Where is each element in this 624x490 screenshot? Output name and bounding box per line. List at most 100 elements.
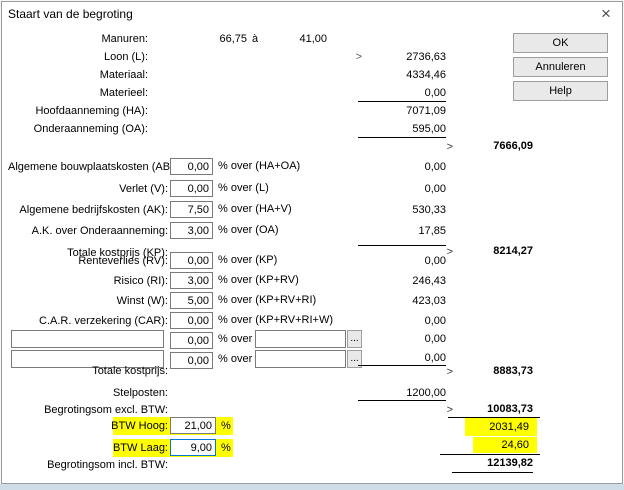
custom1-over-label: % over [218, 333, 253, 345]
renteverlies-pct-input[interactable] [170, 252, 213, 269]
sum-rule [358, 101, 446, 102]
manuren-rate: 41,00 [299, 33, 327, 45]
subtotal-arrow: > [446, 141, 453, 153]
abk-pct-input[interactable] [170, 158, 213, 175]
ak-pct-input[interactable] [170, 201, 213, 218]
btw-hoog-pct-input[interactable] [170, 417, 216, 434]
begrotingsom-excl-arrow: > [446, 404, 453, 416]
hoofdaanneming-value: 7071,09 [406, 105, 446, 117]
btw-laag-value: 24,60 [501, 439, 529, 451]
onderaanneming-label: Onderaanneming (OA): [33, 123, 148, 135]
abk-over-label: % over (HA+OA) [218, 160, 301, 172]
btw-laag-pct-input[interactable] [170, 439, 216, 456]
loon-arrow: > [355, 51, 362, 63]
verlet-over-label: % over (L) [218, 182, 269, 194]
materieel-label: Materieel: [99, 87, 148, 99]
materieel-value: 0,00 [424, 87, 446, 99]
sum-rule [358, 245, 446, 246]
winst-label: Winst (W): [116, 295, 168, 307]
abk-value: 0,00 [424, 161, 446, 173]
renteverlies-over-label: % over (KP) [218, 254, 278, 266]
begrotingsom-excl-value: 10083,73 [487, 403, 533, 415]
totale-kostprijs-arrow: > [446, 366, 453, 378]
risico-label: Risico (RI): [113, 275, 168, 287]
ak-over-label: % over (HA+V) [218, 203, 292, 215]
close-icon: × [601, 4, 611, 23]
custom2-name-input[interactable] [11, 350, 164, 368]
materiaal-value: 4334,46 [406, 69, 446, 81]
totale-kostprijs-kp-label: Totale kostprijs (KP): [67, 247, 168, 259]
ak-label: Algemene bedrijfskosten (AK): [19, 204, 168, 216]
totale-kostprijs-kp-arrow: > [446, 246, 453, 258]
risico-over-label: % over (KP+RV) [218, 274, 299, 286]
btw-laag-value-highlight [473, 437, 537, 453]
winst-pct-input[interactable] [170, 292, 213, 309]
totale-kostprijs-value: 8883,73 [493, 365, 533, 377]
custom1-browse-button[interactable]: ... [347, 330, 362, 348]
close-button[interactable]: × [592, 2, 620, 26]
begrotingsom-incl-label: Begrotingsom incl. BTW: [47, 459, 168, 471]
abk-label: Algemene bouwplaatskosten (ABK): [8, 161, 185, 173]
begrotingsom-incl-value: 12139,82 [487, 457, 533, 469]
btw-hoog-unit: % [221, 420, 231, 432]
ak-value: 530,33 [412, 204, 446, 216]
materiaal-label: Materiaal: [99, 69, 148, 81]
car-pct-input[interactable] [170, 312, 213, 329]
ak-oa-over-label: % over (OA) [218, 224, 279, 236]
winst-value: 423,03 [412, 295, 446, 307]
loon-label: Loon (L): [103, 51, 148, 63]
verlet-pct-input[interactable] [170, 180, 213, 197]
manuren-at: à [252, 33, 259, 45]
car-value: 0,00 [424, 315, 446, 327]
annuleren-button[interactable]: Annuleren [513, 57, 608, 77]
window-bottom-edge [0, 484, 624, 490]
btw-hoog-label: BTW Hoog: [111, 420, 168, 432]
manuren-hours: 66,75 [219, 33, 247, 45]
btw-hoog-value-highlight [465, 418, 537, 436]
risico-value: 246,43 [412, 275, 446, 287]
winst-over-label: % over (KP+RV+RI) [218, 294, 317, 306]
custom2-pct-input[interactable] [170, 352, 213, 369]
sum-rule [358, 365, 446, 366]
btw-laag-label: BTW Laag: [112, 442, 168, 454]
manuren-label: Manuren: [101, 33, 148, 45]
ak-oa-label: A.K. over Onderaanneming: [31, 225, 168, 237]
custom2-browse-button[interactable]: ... [347, 350, 362, 368]
onderaanneming-value: 595,00 [412, 123, 446, 135]
custom2-over-label: % over [218, 353, 253, 365]
sum-rule [358, 400, 446, 401]
ok-button[interactable]: OK [513, 33, 608, 53]
sum-rule [358, 137, 446, 138]
renteverlies-value: 0,00 [424, 255, 446, 267]
stelposten-label: Stelposten: [112, 387, 168, 399]
car-over-label: % over (KP+RV+RI+W) [218, 314, 334, 326]
total-rule [452, 472, 533, 473]
verlet-value: 0,00 [424, 183, 446, 195]
totale-kostprijs-kp-value: 8214,27 [493, 245, 533, 257]
custom2-base-input[interactable] [255, 350, 346, 368]
custom1-pct-input[interactable] [170, 332, 213, 349]
sum-rule [448, 417, 540, 418]
hoofdaanneming-label: Hoofdaanneming (HA): [35, 105, 148, 117]
loon-value: 2736,63 [406, 51, 446, 63]
stelposten-value: 1200,00 [406, 387, 446, 399]
custom2-value: 0,00 [424, 352, 446, 364]
custom1-name-input[interactable] [11, 330, 164, 348]
btw-laag-unit: % [221, 442, 231, 454]
help-button[interactable]: Help [513, 81, 608, 101]
subtotal-value: 7666,09 [493, 140, 533, 152]
custom1-value: 0,00 [424, 333, 446, 345]
ak-oa-value: 17,85 [418, 225, 446, 237]
begrotingsom-excl-label: Begrotingsom excl. BTW: [44, 404, 168, 416]
ak-oa-pct-input[interactable] [170, 222, 213, 239]
totale-kostprijs-label: Totale kostprijs: [92, 365, 168, 377]
verlet-label: Verlet (V): [119, 183, 168, 195]
btw-hoog-value: 2031,49 [489, 421, 529, 433]
sum-rule [440, 454, 540, 455]
car-label: C.A.R. verzekering (CAR): [39, 315, 168, 327]
dialog-title: Staart van de begroting [8, 7, 133, 21]
custom1-base-input[interactable] [255, 330, 346, 348]
risico-pct-input[interactable] [170, 272, 213, 289]
renteverlies-label: Renteverlies (RV): [78, 255, 168, 267]
